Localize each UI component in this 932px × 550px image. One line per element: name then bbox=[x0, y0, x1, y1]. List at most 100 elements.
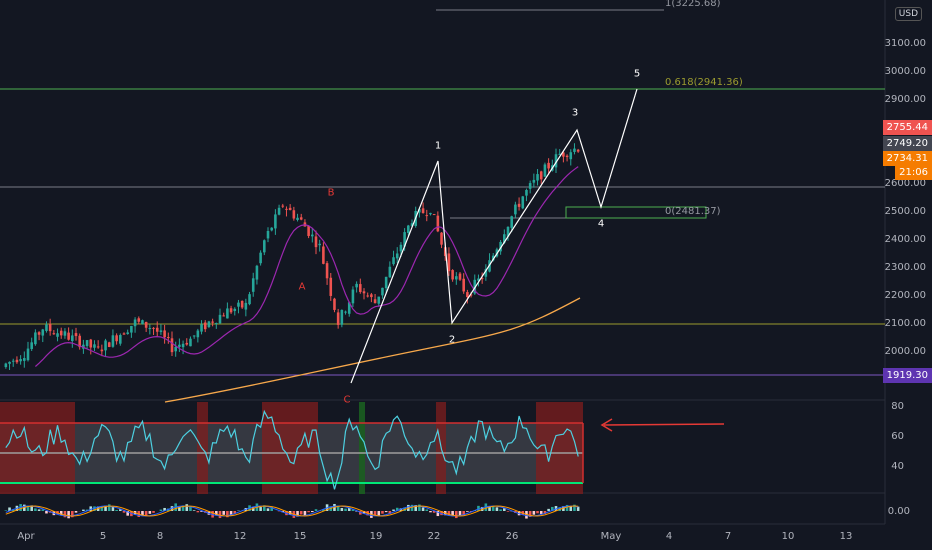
candle-body bbox=[499, 241, 502, 252]
candle-body bbox=[237, 302, 240, 307]
candle-body bbox=[207, 321, 211, 327]
candle-body bbox=[392, 257, 395, 265]
candle-body bbox=[107, 342, 111, 347]
annotation-arrow-line bbox=[603, 423, 725, 426]
macd-histogram-bar bbox=[436, 511, 440, 517]
candle-body bbox=[163, 330, 166, 338]
candle-body bbox=[174, 346, 177, 352]
candle-body bbox=[4, 363, 8, 368]
currency-button[interactable]: USD bbox=[894, 7, 922, 21]
price-tick-label: 3100.00 bbox=[884, 38, 926, 49]
candle-body bbox=[192, 335, 196, 337]
candle-body bbox=[340, 309, 344, 325]
macd-histogram-bar bbox=[59, 511, 63, 516]
candle-body bbox=[141, 320, 144, 325]
macd-histogram-bar bbox=[8, 507, 11, 511]
macd-histogram-bar bbox=[344, 508, 347, 511]
candle-body bbox=[248, 294, 251, 305]
candle-body bbox=[510, 216, 513, 228]
candle-body bbox=[370, 294, 373, 298]
macd-histogram-bar bbox=[303, 511, 307, 516]
date-tick-label: Apr bbox=[17, 531, 35, 542]
macd-histogram-bar bbox=[200, 511, 203, 512]
candle-body bbox=[562, 152, 565, 157]
macd-histogram-bar bbox=[395, 507, 399, 511]
rsi-tick-label: 40 bbox=[891, 461, 904, 472]
macd-histogram-bar bbox=[340, 507, 344, 511]
macd-histogram-bar bbox=[573, 504, 576, 511]
date-tick-label: 4 bbox=[665, 531, 673, 542]
candle-body bbox=[19, 359, 22, 362]
candle-body bbox=[329, 277, 333, 296]
candle-body bbox=[111, 335, 115, 347]
fib-zone-box bbox=[565, 206, 707, 219]
current-price-tag: 2734.31 bbox=[882, 151, 932, 166]
macd-histogram-bar bbox=[107, 504, 111, 511]
date-tick-label: 26 bbox=[505, 531, 519, 542]
price-tick-label: 2400.00 bbox=[884, 234, 926, 245]
candle-body bbox=[359, 284, 362, 292]
candle-body bbox=[480, 278, 484, 280]
candle-body bbox=[377, 296, 381, 304]
macd-histogram-bar bbox=[189, 506, 192, 511]
rsi-oversold-zone bbox=[359, 402, 365, 494]
macd-histogram-bar bbox=[399, 508, 403, 511]
candle-body bbox=[558, 153, 561, 155]
candle-body bbox=[34, 332, 37, 345]
candle-body bbox=[418, 209, 421, 213]
candle-body bbox=[473, 279, 477, 294]
candle-body bbox=[432, 214, 436, 216]
ma-short-line bbox=[35, 166, 579, 367]
annotation-arrow-head bbox=[600, 418, 613, 432]
macd-histogram-bar bbox=[351, 509, 355, 511]
candle-body bbox=[240, 300, 244, 308]
candle-body bbox=[344, 311, 347, 313]
elliott-wave-impulse bbox=[350, 88, 638, 384]
macd-histogram-bar bbox=[532, 511, 536, 515]
macd-histogram-bar bbox=[111, 506, 115, 511]
candle-body bbox=[451, 270, 454, 280]
candle-body bbox=[56, 333, 59, 337]
macd-histogram-bar bbox=[551, 506, 554, 511]
candle-body bbox=[514, 204, 517, 215]
candle-body bbox=[503, 234, 506, 243]
candle-body bbox=[491, 255, 495, 261]
macd-histogram-bar bbox=[447, 511, 451, 516]
macd-histogram-bar bbox=[74, 511, 78, 513]
candle-body bbox=[211, 321, 214, 323]
macd-histogram-bar bbox=[414, 505, 417, 511]
macd-histogram-bar bbox=[388, 511, 392, 514]
candle-body bbox=[403, 232, 406, 247]
candle-body bbox=[130, 325, 133, 333]
price-tick-label: 2500.00 bbox=[884, 206, 926, 217]
candle-body bbox=[48, 324, 52, 332]
candle-body bbox=[576, 149, 580, 152]
macd-histogram-bar bbox=[528, 511, 532, 517]
macd-histogram-bar bbox=[259, 507, 262, 511]
macd-histogram-bar bbox=[410, 504, 414, 511]
candle-body bbox=[277, 207, 281, 215]
fib-label-top: 1(3225.68) bbox=[665, 0, 721, 9]
candle-body bbox=[119, 335, 122, 344]
macd-histogram-bar bbox=[148, 511, 152, 514]
macd-histogram-bar bbox=[218, 511, 222, 519]
date-tick-label: 10 bbox=[781, 531, 795, 542]
macd-histogram-bar bbox=[384, 511, 388, 513]
candle-body bbox=[189, 338, 192, 347]
rsi-overbought-zone bbox=[536, 402, 583, 494]
candle-body bbox=[63, 331, 67, 336]
candle-body bbox=[362, 291, 366, 294]
candle-body bbox=[259, 252, 262, 264]
date-tick-label: 8 bbox=[156, 531, 164, 542]
candle-body bbox=[196, 330, 200, 338]
macd-histogram-bar bbox=[421, 507, 425, 511]
macd-histogram-bar bbox=[495, 507, 499, 511]
last-price-red-tag: 2755.44 bbox=[882, 120, 932, 135]
candle-body bbox=[288, 207, 292, 211]
candle-body bbox=[429, 212, 432, 215]
wave-label-4: 4 bbox=[597, 218, 605, 230]
macd-histogram-bar bbox=[355, 511, 358, 512]
macd-histogram-bar bbox=[82, 509, 85, 511]
candle-body bbox=[381, 287, 384, 296]
